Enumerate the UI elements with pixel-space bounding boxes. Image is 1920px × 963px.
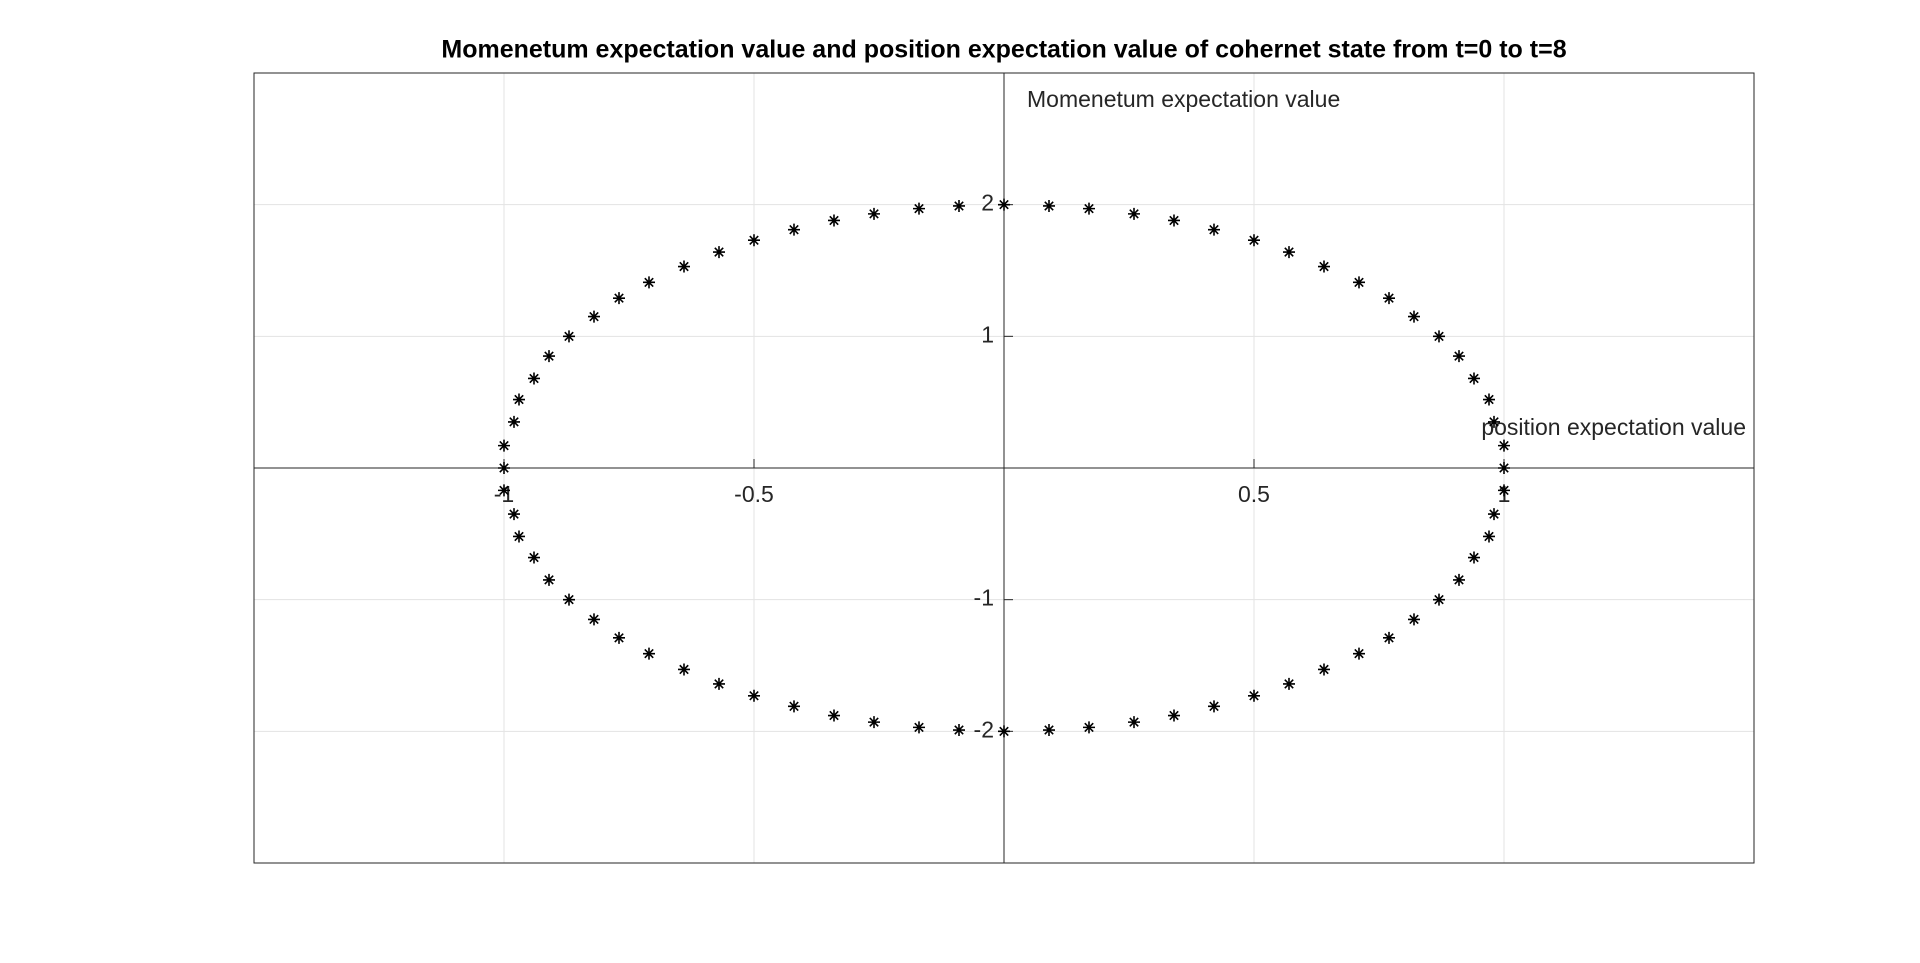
y-tick-label: -2 [974,716,994,742]
data-point [1283,246,1295,259]
data-point [1488,508,1500,521]
data-point [1043,724,1055,737]
x-axis-label: position expectation value [1481,414,1746,440]
data-point [713,677,725,690]
data-point [1248,234,1260,247]
data-point [508,415,520,428]
data-point [563,593,575,606]
data-point [1468,551,1480,564]
data-point [1433,593,1445,606]
data-point [1248,689,1260,702]
data-point [1383,292,1395,305]
data-point [613,631,625,644]
data-point [868,716,880,729]
y-tick-label: -1 [974,585,994,611]
data-point [643,647,655,660]
data-point [613,292,625,305]
data-point [513,393,525,406]
data-point [1128,716,1140,729]
y-tick-label: 1 [981,321,994,347]
data-point [1353,276,1365,289]
data-point [1453,350,1465,363]
data-point [788,223,800,236]
data-point [913,202,925,215]
data-point [1483,393,1495,406]
y-axis-label: Momenetum expectation value [1027,86,1340,112]
data-point [1283,677,1295,690]
data-point [1408,613,1420,626]
data-point [678,663,690,676]
data-point [498,484,510,497]
data-point [588,310,600,323]
data-point [1208,223,1220,236]
data-point [953,199,965,212]
data-point [1483,530,1495,543]
data-point [748,689,760,702]
data-point [1168,709,1180,722]
data-point [1498,484,1510,497]
data-point [788,700,800,713]
data-point [1468,372,1480,385]
data-point [588,613,600,626]
data-point [868,207,880,220]
data-point [1168,214,1180,227]
data-point [748,234,760,247]
y-tick-label: 2 [981,190,994,216]
x-tick-label: 0.5 [1238,481,1270,507]
data-point [1318,260,1330,273]
data-point [508,508,520,521]
data-point [1383,631,1395,644]
chart-title: Momenetum expectation value and position… [441,36,1566,64]
data-point [913,721,925,734]
data-point [1408,310,1420,323]
data-point [498,439,510,452]
data-point [828,214,840,227]
data-point [543,350,555,363]
data-point [643,276,655,289]
data-point [1043,199,1055,212]
data-point [1083,202,1095,215]
data-point [1353,647,1365,660]
data-point [953,724,965,737]
data-point [543,573,555,586]
data-point [713,246,725,259]
data-point [498,462,510,474]
data-point [678,260,690,273]
x-tick-label: -0.5 [734,481,774,507]
data-point [998,198,1010,211]
data-point [563,330,575,343]
data-point [1208,700,1220,713]
data-point [528,551,540,564]
data-point [513,530,525,543]
data-point [528,372,540,385]
data-point [1433,330,1445,343]
data-point [828,709,840,722]
data-point [998,725,1010,738]
data-point [1498,439,1510,452]
data-point [1318,663,1330,676]
data-point [1083,721,1095,734]
data-point [1488,415,1500,428]
data-point [1128,207,1140,220]
data-point [1453,573,1465,586]
data-point [1498,462,1510,474]
